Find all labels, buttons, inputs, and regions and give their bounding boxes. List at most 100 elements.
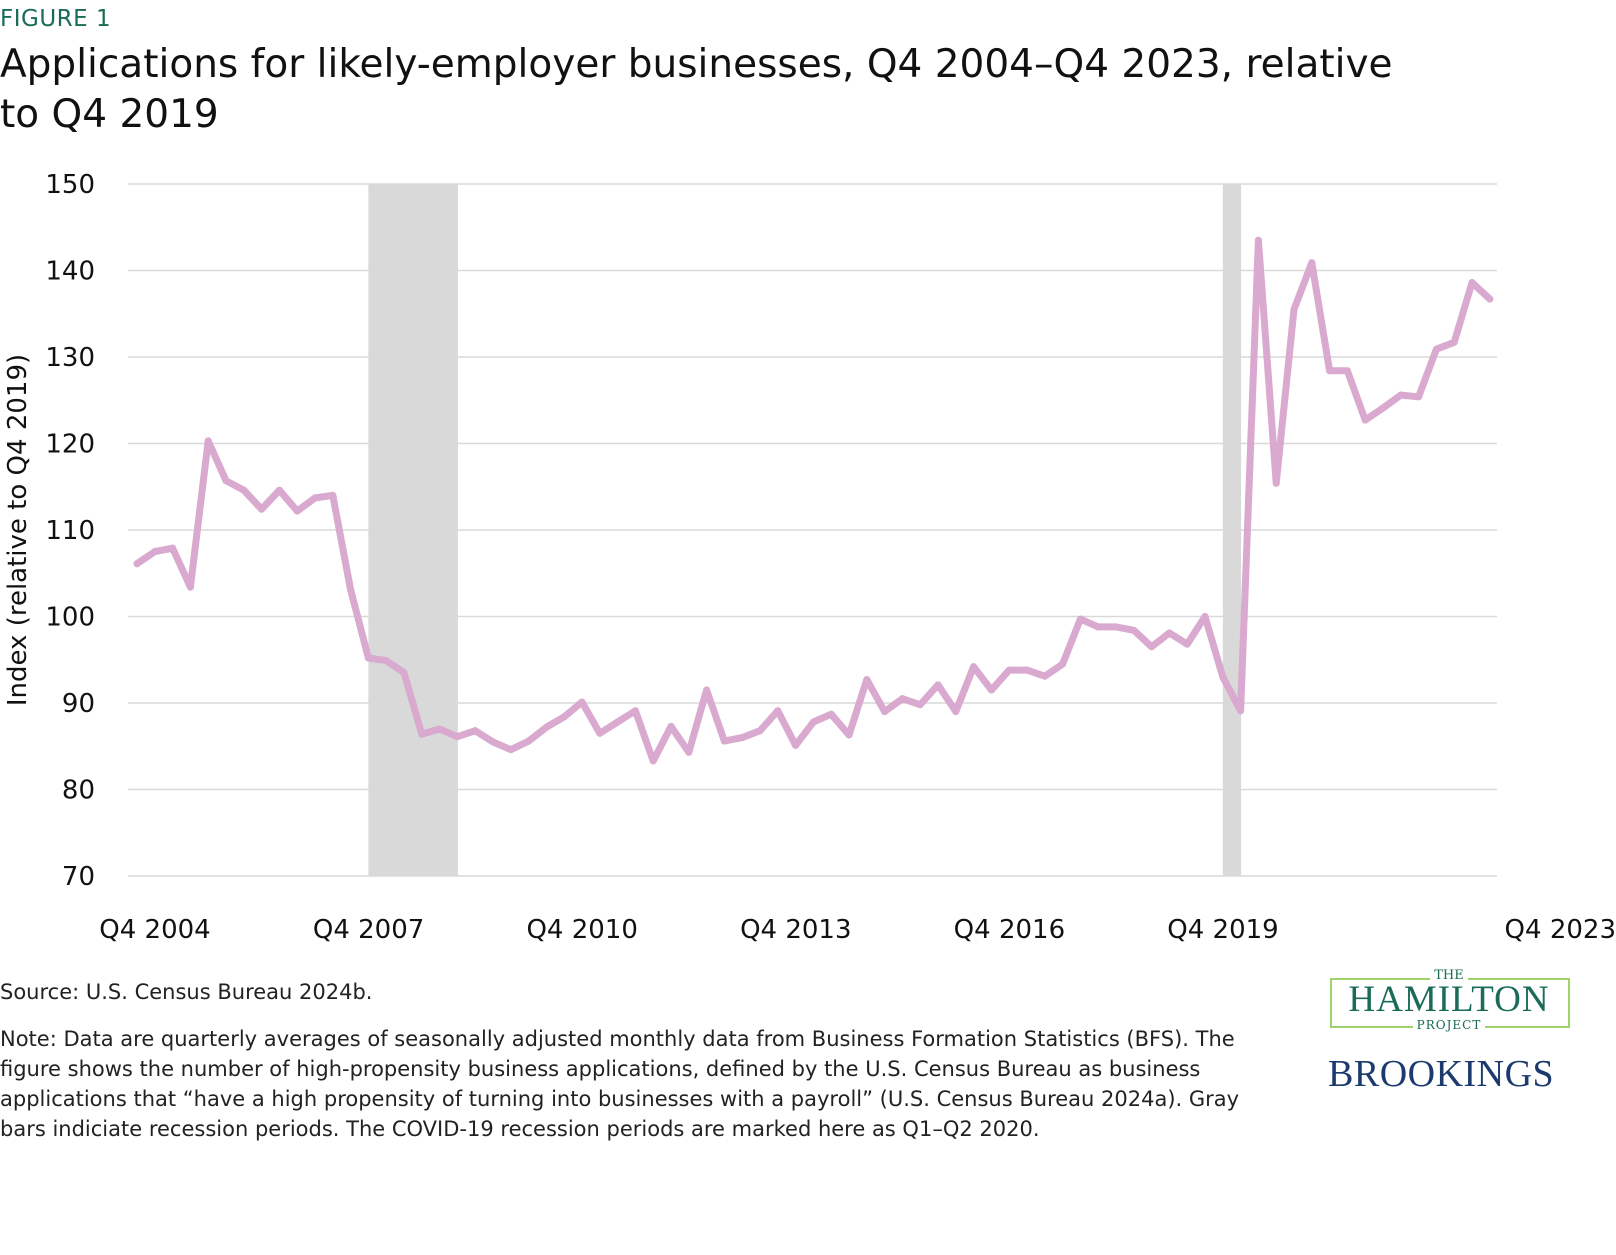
data-point: Q1 2011: 90.1 bbox=[578, 698, 586, 706]
data-point: Q2 2020: 89.1 bbox=[1237, 707, 1245, 715]
data-point: Q3 2009: 86.8 bbox=[471, 727, 479, 735]
data-point: Q2 2010: 85.6 bbox=[525, 737, 533, 745]
data-point: Q4 2020: 115.4 bbox=[1272, 479, 1280, 487]
data-point: Q3 2019: 96.8 bbox=[1183, 640, 1191, 648]
series-line: Q4 2004: 106.1 Q1 2005: 107.5 Q2 2005: 107… bbox=[133, 236, 1494, 765]
index-line bbox=[133, 236, 1494, 765]
x-tick-label: Q4 2013 bbox=[740, 915, 851, 945]
data-point: Q1 2019: 96.5 bbox=[1148, 643, 1156, 651]
data-point: Q1 2009: 87 bbox=[436, 725, 444, 733]
data-point: Q4 2016: 91.5 bbox=[987, 686, 995, 694]
data-point: Q3 2006: 112.4 bbox=[258, 505, 266, 513]
data-point: Q2 2008: 94.9 bbox=[382, 657, 390, 665]
data-point: Q4 2008: 86.4 bbox=[418, 730, 426, 738]
source-text: Source: U.S. Census Bureau 2024b. bbox=[0, 980, 373, 1004]
x-tick-label: Q4 2007 bbox=[313, 915, 424, 945]
y-tick-label: 100 bbox=[45, 603, 95, 633]
data-point: Q4 2005: 120.3 bbox=[204, 437, 212, 445]
data-point: Q3 2023: 138.6 bbox=[1468, 279, 1476, 287]
x-tick-label: Q4 2010 bbox=[526, 915, 637, 945]
data-point: Q2 2005: 107.9 bbox=[169, 544, 177, 552]
data-point: Q2 2021: 140.9 bbox=[1308, 259, 1316, 267]
data-point: Q3 2018: 98.8 bbox=[1112, 623, 1120, 631]
data-point: Q2 2023: 131.7 bbox=[1450, 338, 1458, 346]
data-point: Q1 2007: 112.2 bbox=[293, 507, 301, 515]
data-point: Q1 2008: 95.2 bbox=[364, 654, 372, 662]
data-point: Q3 2011: 87.8 bbox=[614, 718, 622, 726]
y-tick-label: 140 bbox=[45, 257, 95, 287]
data-point: Q3 2022: 125.6 bbox=[1397, 391, 1405, 399]
data-point: Q4 2015: 89.8 bbox=[916, 701, 924, 709]
data-point: Q3 2017: 93.1 bbox=[1041, 672, 1049, 680]
note-text: Note: Data are quarterly averages of sea… bbox=[0, 1027, 1240, 1141]
figure-label: FIGURE 1 bbox=[0, 6, 112, 32]
data-point: Q1 2021: 135.5 bbox=[1290, 305, 1298, 313]
data-point: Q3 2014: 88.7 bbox=[827, 710, 835, 718]
data-point: Q1 2005: 107.5 bbox=[151, 548, 159, 556]
y-tick-labels: 70 80 90 100 110 120 130 140 150 bbox=[45, 170, 95, 892]
y-tick-label: 90 bbox=[62, 689, 95, 719]
data-point: Q3 2013: 86.8 bbox=[756, 727, 764, 735]
y-tick-label: 110 bbox=[45, 516, 95, 546]
data-point: Q2 2011: 86.5 bbox=[596, 729, 604, 737]
data-point: Q2 2009: 86.1 bbox=[453, 733, 461, 741]
data-point: Q1 2023: 130.9 bbox=[1432, 345, 1440, 353]
logo-hamilton: HAMILTON bbox=[1348, 979, 1550, 1020]
data-point: Q1 2018: 99.7 bbox=[1076, 615, 1084, 623]
x-tick-labels: Q4 2004 Q4 2007 Q4 2010 Q4 2013 Q4 2016 Q4 20… bbox=[99, 915, 1616, 945]
data-point: Q1 2020: 93 bbox=[1219, 673, 1227, 681]
data-point: Q1 2016: 92.1 bbox=[934, 681, 942, 689]
data-point: Q4 2009: 85.5 bbox=[489, 738, 497, 746]
y-tick-label: 120 bbox=[45, 430, 95, 460]
chart-title: Applications for likely-employer busines… bbox=[0, 42, 1393, 137]
data-point: Q3 2020: 143.5 bbox=[1254, 236, 1262, 244]
data-point: Q1 2015: 92.7 bbox=[863, 676, 871, 684]
logo-project: PROJECT bbox=[1412, 1018, 1486, 1032]
data-point: Q1 2013: 85.6 bbox=[720, 737, 728, 745]
data-point: Q3 2015: 90.5 bbox=[898, 695, 906, 703]
data-point: Q2 2007: 113.7 bbox=[311, 494, 319, 502]
data-point: Q1 2022: 122.7 bbox=[1361, 416, 1369, 424]
x-tick-label: Q4 2023 bbox=[1505, 915, 1616, 945]
data-point: Q2 2019: 98.1 bbox=[1165, 629, 1173, 637]
data-point: Q2 2016: 89 bbox=[952, 708, 960, 716]
hamilton-project-logo: THE HAMILTON PROJECT bbox=[1330, 968, 1570, 1032]
data-point: Q2 2017: 93.8 bbox=[1023, 666, 1031, 674]
data-point: Q3 2012: 84.3 bbox=[685, 748, 693, 756]
logo-the: THE bbox=[1430, 968, 1468, 983]
y-tick-label: 150 bbox=[45, 170, 95, 200]
gridlines bbox=[128, 183, 1497, 877]
data-point: Q2 2013: 86 bbox=[738, 734, 746, 742]
data-point: Q4 2023: 136.7 bbox=[1486, 295, 1494, 303]
data-point: Q2 2012: 87.3 bbox=[667, 722, 675, 730]
data-point: Q3 2005: 103.4 bbox=[186, 583, 194, 591]
data-point: Q2 2006: 114.6 bbox=[240, 486, 248, 494]
data-point: Q1 2017: 93.8 bbox=[1005, 666, 1013, 674]
x-tick-label: Q4 2019 bbox=[1167, 915, 1278, 945]
data-point: Q4 2022: 125.4 bbox=[1415, 393, 1423, 401]
data-point: Q3 2021: 128.4 bbox=[1326, 367, 1334, 375]
data-point: Q4 2013: 89.1 bbox=[774, 707, 782, 715]
data-point: Q2 2014: 87.8 bbox=[809, 718, 817, 726]
data-point: Q4 2010: 88.4 bbox=[560, 713, 568, 721]
x-tick-label: Q4 2016 bbox=[954, 915, 1065, 945]
data-point: Q4 2018: 98.4 bbox=[1130, 626, 1138, 634]
brookings-logo: BROOKINGS bbox=[1328, 1053, 1555, 1095]
y-tick-label: 130 bbox=[45, 343, 95, 373]
data-point: Q4 2021: 128.4 bbox=[1343, 367, 1351, 375]
data-point: Q2 2022: 124.1 bbox=[1379, 404, 1387, 412]
data-point: Q3 2010: 87.2 bbox=[542, 723, 550, 731]
data-point: Q1 2012: 83.3 bbox=[649, 757, 657, 765]
x-tick-label: Q4 2004 bbox=[99, 915, 210, 945]
data-point: Q2 2018: 98.8 bbox=[1094, 623, 1102, 631]
data-point: Q4 2014: 86.3 bbox=[845, 731, 853, 739]
data-point: Q2 2015: 89 bbox=[881, 708, 889, 716]
data-point: Q4 2012: 91.5 bbox=[703, 686, 711, 694]
data-point: Q4 2007: 103.1 bbox=[347, 586, 355, 594]
y-tick-label: 80 bbox=[62, 776, 95, 806]
y-axis-label: Index (relative to Q4 2019) bbox=[3, 354, 33, 706]
data-point: Q4 2004: 106.1 bbox=[133, 560, 141, 568]
data-point: Q3 2008: 93.5 bbox=[400, 669, 408, 677]
data-point: Q4 2019: 100 bbox=[1201, 613, 1209, 620]
